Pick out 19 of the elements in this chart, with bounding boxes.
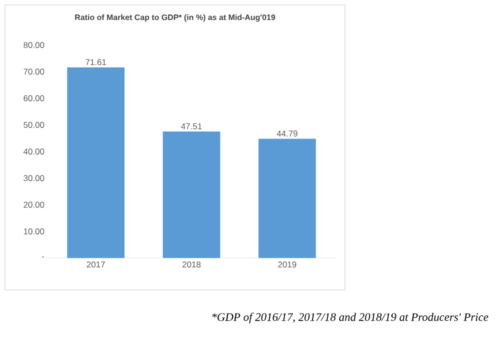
bar [67, 67, 125, 258]
bar [258, 138, 316, 258]
y-tick-label: - [42, 256, 44, 258]
y-tick-label: 20.00 [24, 202, 44, 208]
y-tick-label: 50.00 [24, 122, 44, 128]
y-tick-label: 70.00 [24, 68, 44, 75]
y-tick-label: 30.00 [24, 175, 44, 182]
y-tick-label: 60.00 [24, 95, 44, 102]
bar [162, 132, 220, 258]
data-label: 47.51 [181, 123, 202, 130]
data-label: 71.61 [86, 59, 106, 66]
x-tick-label: 2018 [182, 262, 201, 268]
y-tick-label: 40.00 [23, 148, 44, 154]
x-tick-label: 2019 [278, 262, 296, 268]
y-tick-label: 10.00 [24, 228, 44, 234]
data-label: 44.79 [276, 130, 298, 137]
y-tick-label: 80.00 [24, 42, 44, 48]
text: *GDP of 2016/17, 2017/18 and 2018/19 at Producers' Price [212, 312, 488, 324]
x-tick-label: 2017 [86, 262, 105, 268]
